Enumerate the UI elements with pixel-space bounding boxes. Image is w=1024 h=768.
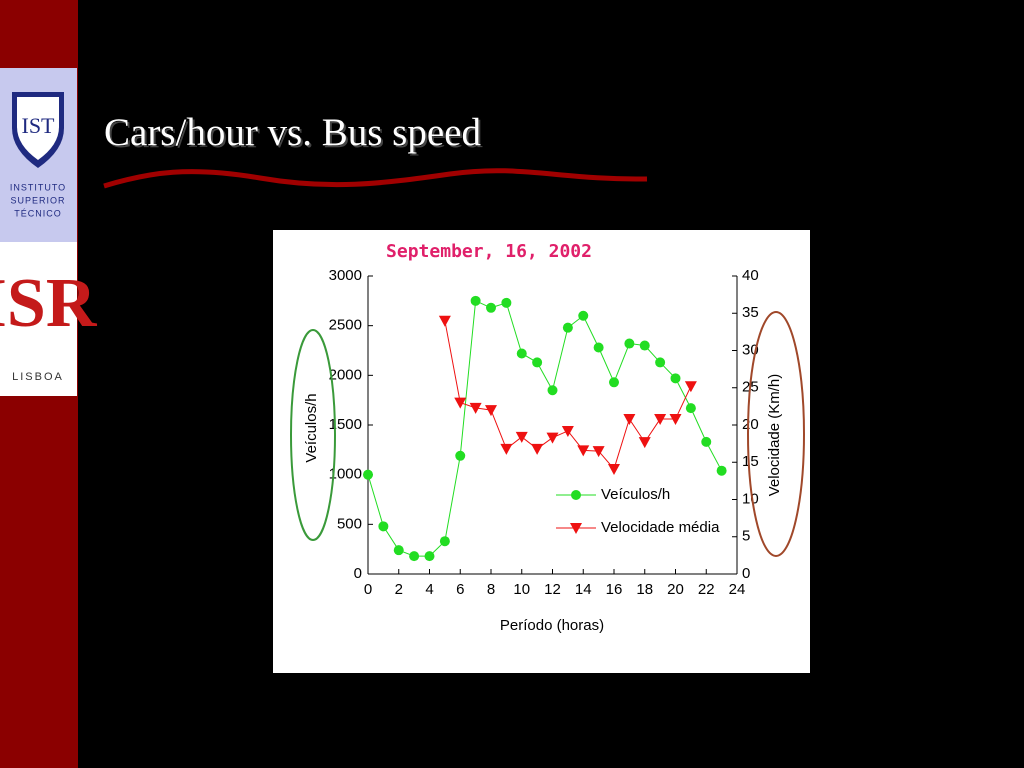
point [716, 465, 727, 476]
point [469, 402, 482, 414]
point [532, 357, 543, 368]
logo-mark: ISR [0, 265, 98, 342]
point [515, 431, 528, 443]
x-tick-label: 4 [425, 581, 433, 598]
point [609, 377, 619, 388]
highlight-ellipse [747, 311, 805, 557]
x-tick-label: 18 [636, 581, 653, 598]
point [684, 381, 697, 393]
highlight-ellipse [290, 329, 336, 541]
logo-text: LISBOA [12, 371, 64, 383]
point [378, 521, 389, 532]
y2-tick-label: 35 [742, 304, 759, 321]
point [547, 385, 558, 396]
point [454, 397, 467, 409]
point [485, 405, 497, 417]
y-axis-label: Veículos/h [303, 393, 320, 462]
legend-marker [571, 490, 581, 500]
point [561, 425, 574, 437]
point [670, 373, 681, 384]
point [470, 295, 481, 306]
logo-text: SUPERIOR [10, 195, 65, 205]
point [655, 357, 666, 368]
y-tick-label: 2000 [329, 366, 362, 383]
point [701, 436, 712, 447]
plot: 0500100015002000250030000510152025303540… [329, 267, 759, 598]
y-tick-label: 500 [337, 515, 362, 532]
x-tick-label: 16 [606, 581, 623, 598]
x-tick-label: 10 [513, 581, 530, 598]
point [393, 545, 404, 556]
logo-isr [0, 242, 77, 396]
logo-text: TÉCNICO [14, 208, 62, 218]
x-axis-label: Período (horas) [500, 617, 604, 634]
point [669, 414, 682, 426]
x-tick-label: 24 [729, 581, 746, 598]
y2-tick-label: 15 [742, 453, 759, 470]
point [486, 302, 496, 313]
point [516, 348, 527, 359]
point [363, 469, 373, 480]
y2-tick-label: 40 [742, 267, 759, 284]
x-tick-label: 12 [544, 581, 561, 598]
point [592, 446, 605, 458]
x-tick-label: 22 [698, 581, 715, 598]
y-tick-label: 1500 [329, 416, 362, 433]
point [685, 403, 696, 414]
point [578, 310, 589, 321]
point [438, 315, 451, 327]
point [501, 297, 512, 308]
point [639, 340, 650, 351]
title-shadow: Cars/hour vs. Bus speed [106, 113, 483, 156]
y2-tick-label: 5 [742, 528, 750, 545]
point [623, 414, 636, 426]
x-tick-label: 2 [395, 581, 403, 598]
logo-text: INSTITUTO [10, 182, 66, 192]
point [546, 432, 559, 444]
slide-title: Cars/hour vs. Bus speed [104, 111, 481, 154]
point [638, 437, 651, 449]
point [424, 551, 435, 562]
y-tick-label: 1000 [329, 466, 362, 483]
point [624, 338, 635, 349]
legend-label: Velocidade média [601, 519, 720, 536]
chart-panel [273, 230, 810, 673]
title-underline [103, 168, 648, 189]
point [500, 443, 513, 455]
logo-shield-inner [17, 97, 59, 160]
point [531, 443, 544, 455]
point [608, 463, 620, 475]
point [562, 322, 573, 333]
point [654, 414, 667, 426]
y-tick-label: 2500 [329, 317, 362, 334]
logo-mark: IST [22, 113, 56, 138]
y2-tick-label: 20 [742, 416, 759, 433]
y2-tick-label: 0 [742, 565, 750, 582]
x-tick-label: 14 [575, 581, 592, 598]
chart-title: September, 16, 2002 [386, 241, 592, 262]
y-tick-label: 3000 [329, 267, 362, 284]
point [577, 445, 590, 457]
point [593, 342, 604, 353]
point [455, 450, 466, 461]
x-tick-label: 6 [456, 581, 464, 598]
point [439, 536, 450, 547]
y2-axis-label: Velocidade (Km/h) [766, 374, 783, 497]
y2-tick-label: 10 [742, 490, 759, 507]
x-tick-label: 0 [364, 581, 372, 598]
legend-label: Veículos/h [601, 486, 670, 503]
point [409, 551, 420, 562]
x-tick-label: 8 [487, 581, 495, 598]
legend-marker [570, 523, 582, 534]
y-tick-label: 0 [354, 565, 362, 582]
x-tick-label: 20 [667, 581, 684, 598]
